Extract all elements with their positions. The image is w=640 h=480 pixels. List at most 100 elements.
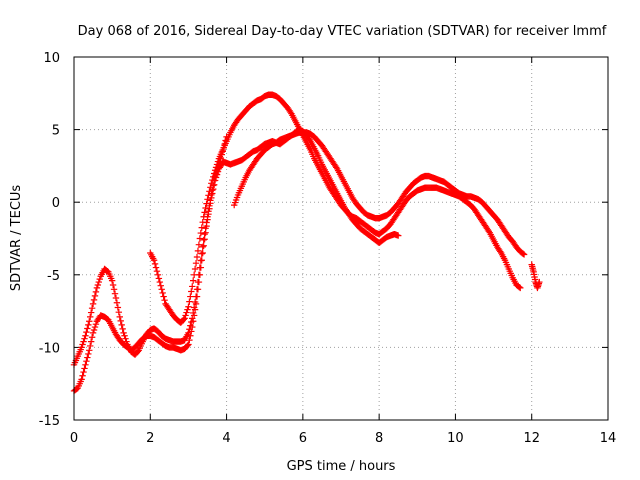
data-point	[195, 278, 203, 286]
x-tick-label: 12	[523, 431, 540, 446]
data-point	[122, 335, 129, 342]
data-point	[205, 192, 212, 199]
data-point	[197, 264, 205, 271]
data-point	[153, 267, 161, 275]
x-tick-label: 8	[375, 431, 383, 446]
data-point	[196, 235, 204, 242]
data-point	[80, 338, 87, 345]
data-point	[84, 325, 91, 332]
data-point	[189, 277, 197, 284]
y-tick-labels: 10 5 0 -5 -10 -15	[39, 51, 60, 429]
data-point	[198, 224, 205, 231]
data-point	[199, 249, 206, 257]
y-tick-label: -10	[39, 341, 60, 356]
data-point	[186, 336, 193, 344]
data-point	[121, 332, 128, 339]
data-point	[119, 325, 126, 333]
data-point	[83, 357, 90, 365]
data-point	[158, 286, 165, 293]
data-point	[201, 209, 208, 216]
data-point	[181, 315, 188, 322]
data-point	[92, 288, 100, 296]
y-axis-title: SDTVAR / TECUs	[9, 185, 24, 292]
data-point	[213, 171, 221, 178]
data-point	[90, 296, 98, 304]
data-point	[193, 253, 201, 261]
y-tick-label: -15	[39, 414, 60, 429]
data-point	[81, 365, 88, 372]
data-point	[82, 332, 89, 339]
data-point	[110, 286, 118, 293]
series-track-c	[147, 91, 524, 326]
data-point	[93, 284, 101, 292]
data-point	[200, 213, 207, 220]
data-point	[485, 228, 493, 235]
data-point	[109, 281, 117, 289]
data-point	[87, 338, 95, 345]
data-point	[81, 335, 88, 342]
data-point	[497, 248, 504, 255]
data-point	[536, 278, 543, 286]
data-point	[92, 320, 100, 328]
data-point	[197, 229, 205, 237]
data-point	[151, 260, 159, 268]
data-point	[118, 321, 125, 329]
data-point	[210, 170, 218, 177]
data-point	[84, 354, 91, 361]
x-tick-labels: 0 2 4 6 8 10 12 14	[70, 431, 616, 446]
x-tick-label: 4	[222, 431, 230, 446]
data-point	[85, 321, 92, 329]
data-point	[152, 264, 160, 271]
data-point	[88, 334, 96, 341]
data-point	[95, 278, 102, 286]
data-point	[212, 164, 220, 171]
data-point	[79, 372, 86, 379]
data-point	[180, 316, 187, 323]
data-point	[111, 290, 119, 297]
data-point	[156, 278, 164, 286]
data-point	[210, 181, 218, 188]
data-point	[89, 300, 97, 308]
data-point	[160, 293, 167, 300]
data-point	[191, 265, 199, 273]
data-point	[206, 188, 213, 195]
data-point	[200, 236, 207, 244]
data-point	[184, 306, 191, 313]
data-point	[192, 259, 200, 267]
data-point	[188, 328, 195, 335]
data-point	[195, 241, 203, 248]
data-point	[211, 167, 219, 174]
data-point	[208, 180, 215, 187]
data-point	[157, 282, 164, 289]
data-point	[209, 176, 216, 184]
data-point	[204, 196, 211, 203]
data-point	[88, 304, 96, 312]
data-point	[91, 323, 99, 331]
data-point	[183, 309, 190, 316]
data-point	[198, 250, 205, 257]
data-point	[96, 275, 103, 283]
y-tick-label: 5	[52, 124, 60, 139]
data-point	[214, 168, 222, 175]
data-point	[91, 292, 99, 300]
y-tick-label: 10	[43, 51, 60, 66]
data-point	[185, 341, 192, 348]
data-point	[196, 271, 204, 278]
data-point	[189, 323, 196, 331]
data-point	[190, 271, 198, 278]
data-point	[204, 216, 211, 223]
series-track-b	[70, 159, 226, 395]
data-point	[198, 257, 205, 264]
data-point	[159, 289, 166, 297]
data-point	[520, 251, 528, 258]
data-point	[80, 368, 87, 376]
data-point	[184, 342, 191, 349]
data-point	[395, 232, 402, 239]
data-point	[210, 173, 217, 180]
data-point	[187, 332, 194, 339]
data-point	[212, 174, 220, 181]
data-point	[117, 317, 124, 325]
data-point	[206, 205, 213, 212]
data-point	[87, 342, 94, 350]
